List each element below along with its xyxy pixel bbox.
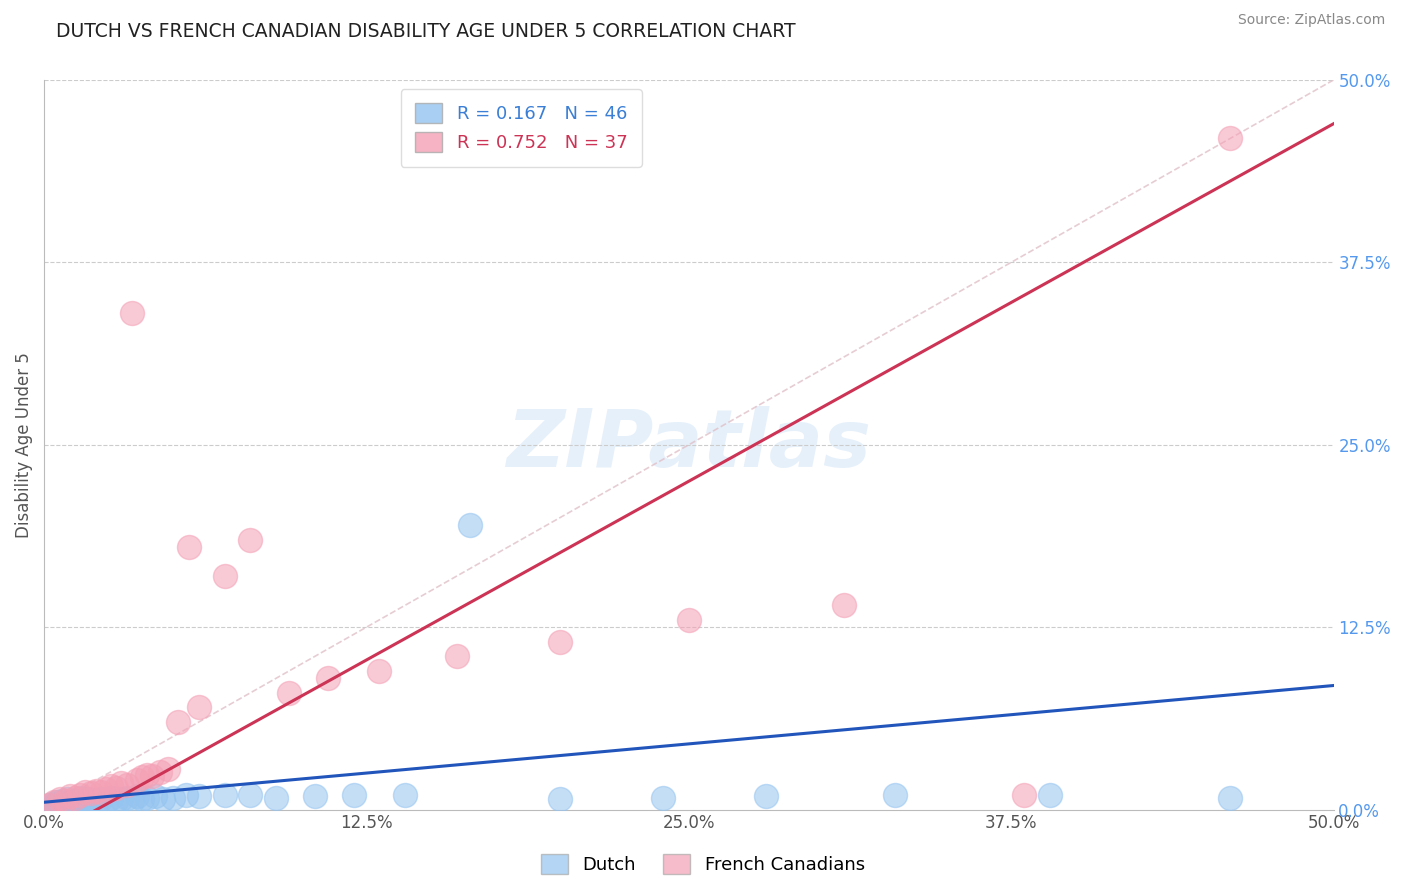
Text: Source: ZipAtlas.com: Source: ZipAtlas.com xyxy=(1237,13,1385,28)
Point xyxy=(1219,131,1241,145)
Point xyxy=(84,783,107,797)
Point xyxy=(1012,788,1035,802)
Point xyxy=(48,798,70,813)
Point xyxy=(136,767,159,781)
Point xyxy=(755,789,778,804)
Point xyxy=(79,795,101,809)
Point xyxy=(77,792,100,806)
Point xyxy=(1219,790,1241,805)
Point xyxy=(239,533,262,547)
Point xyxy=(115,790,138,805)
Point xyxy=(1039,788,1062,802)
Legend: R = 0.167   N = 46, R = 0.752   N = 37: R = 0.167 N = 46, R = 0.752 N = 37 xyxy=(401,89,641,167)
Point xyxy=(342,788,364,802)
Point xyxy=(177,540,200,554)
Point xyxy=(136,790,159,805)
Point xyxy=(316,671,339,685)
Point xyxy=(652,790,675,805)
Y-axis label: Disability Age Under 5: Disability Age Under 5 xyxy=(15,351,32,538)
Point xyxy=(156,762,179,776)
Point xyxy=(69,790,91,805)
Point xyxy=(90,792,112,806)
Point xyxy=(84,794,107,808)
Point xyxy=(131,771,153,785)
Point xyxy=(458,518,481,533)
Point xyxy=(44,798,66,813)
Point xyxy=(56,792,79,806)
Point xyxy=(832,599,855,613)
Point xyxy=(678,613,700,627)
Point xyxy=(100,790,122,805)
Point xyxy=(174,788,197,802)
Text: DUTCH VS FRENCH CANADIAN DISABILITY AGE UNDER 5 CORRELATION CHART: DUTCH VS FRENCH CANADIAN DISABILITY AGE … xyxy=(56,22,796,41)
Point xyxy=(149,764,172,779)
Point xyxy=(75,797,97,811)
Point xyxy=(152,792,174,806)
Point xyxy=(59,795,82,809)
Point xyxy=(63,790,86,805)
Point xyxy=(63,794,86,808)
Point xyxy=(90,785,112,799)
Point xyxy=(125,789,148,804)
Point xyxy=(66,795,89,809)
Point xyxy=(53,797,76,811)
Point xyxy=(167,714,190,729)
Point xyxy=(38,798,60,813)
Point xyxy=(100,779,122,793)
Point xyxy=(51,794,73,808)
Point xyxy=(187,789,209,804)
Point xyxy=(44,795,66,809)
Point xyxy=(141,769,163,783)
Point xyxy=(214,569,236,583)
Point xyxy=(48,792,70,806)
Point xyxy=(304,789,326,804)
Point xyxy=(46,795,69,809)
Point xyxy=(548,634,571,648)
Point xyxy=(94,782,117,797)
Point xyxy=(69,788,91,802)
Point xyxy=(72,794,94,808)
Point xyxy=(121,306,143,320)
Point xyxy=(278,686,301,700)
Point xyxy=(38,799,60,814)
Point xyxy=(239,788,262,802)
Point xyxy=(394,788,416,802)
Point xyxy=(187,700,209,714)
Point xyxy=(94,795,117,809)
Point xyxy=(368,664,391,678)
Point xyxy=(79,787,101,801)
Point xyxy=(41,797,63,811)
Point xyxy=(548,792,571,806)
Point xyxy=(131,792,153,806)
Point xyxy=(125,773,148,788)
Point xyxy=(110,776,132,790)
Text: ZIPatlas: ZIPatlas xyxy=(506,406,872,483)
Point xyxy=(59,789,82,804)
Point xyxy=(143,789,166,804)
Point xyxy=(62,797,84,811)
Point xyxy=(162,790,184,805)
Point xyxy=(214,788,236,802)
Point xyxy=(105,780,128,795)
Point xyxy=(105,794,128,808)
Point xyxy=(115,778,138,792)
Point xyxy=(264,790,287,805)
Point xyxy=(446,649,468,664)
Point xyxy=(110,792,132,806)
Point xyxy=(884,788,907,802)
Point xyxy=(75,785,97,799)
Legend: Dutch, French Canadians: Dutch, French Canadians xyxy=(534,847,872,881)
Point xyxy=(53,794,76,808)
Point xyxy=(121,794,143,808)
